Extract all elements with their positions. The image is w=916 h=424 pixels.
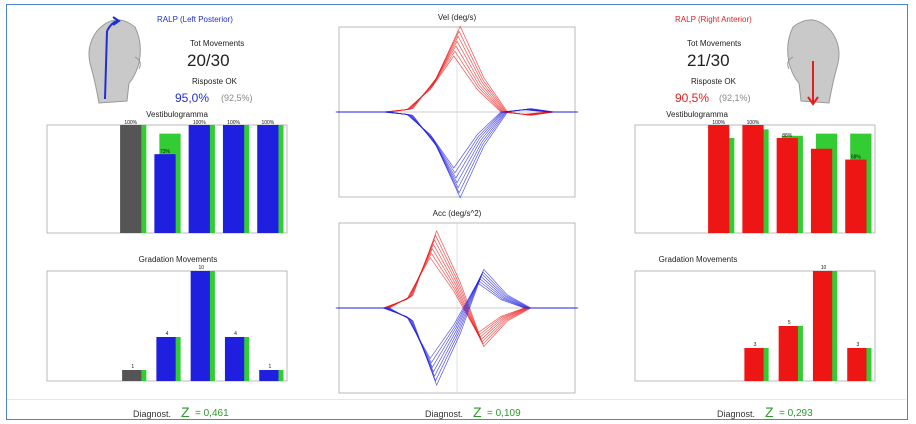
bar-4 [812, 271, 833, 381]
bar-5 [259, 370, 279, 381]
right-z-symbol: Z [765, 404, 774, 420]
left-pct: 95,0% [175, 91, 210, 105]
center-vel-chart [335, 25, 579, 199]
right-z-value: = 0,293 [779, 408, 813, 419]
left-vestibulogramma-chart: 100% 73% 100% 100% 100% [46, 120, 288, 234]
left-tot-value: 20/30 [187, 51, 230, 70]
center-z-value: = 0,109 [487, 408, 521, 419]
left-tot-label: Tot Movements [190, 39, 245, 48]
bar-4 [222, 125, 245, 233]
bar-2 [154, 154, 176, 233]
bar-5 [257, 125, 279, 233]
center-acc-chart [335, 222, 579, 394]
right-grad-title: Gradation Movements [658, 255, 738, 264]
left-grad-title: Gradation Movements [138, 255, 218, 264]
left-pct-paren: (92,5%) [221, 93, 253, 103]
bar-label-2: 73% [160, 149, 171, 155]
bar-label-3: 100% [193, 120, 206, 126]
bar-2 [156, 337, 176, 381]
bar-label-4: 10 [821, 265, 827, 271]
trace-blue-6 [342, 268, 579, 387]
bar-label-5: 3 [856, 342, 859, 348]
right-gradation-chart: 3 5 10 3 [634, 265, 876, 382]
left-vest-title: Vestibulogramma [146, 110, 208, 119]
left-z-symbol: Z [181, 404, 190, 420]
head-left-icon [88, 16, 141, 104]
bar-label-5: 100% [261, 120, 274, 126]
bar-1 [120, 125, 142, 233]
bar-5 [847, 348, 867, 381]
bar-label-2: 100% [747, 120, 760, 126]
bar-label-1: 1 [131, 364, 134, 370]
bar-1 [708, 125, 730, 233]
bar-3 [190, 271, 210, 381]
center-z-symbol: Z [473, 404, 482, 420]
bar-label-4: 100% [227, 120, 240, 126]
bar-2 [742, 125, 764, 233]
bar-label-2: 4 [166, 331, 169, 337]
bar-4 [810, 148, 833, 233]
bar-1 [122, 370, 142, 381]
center-acc-title: Acc (deg/s^2) [432, 209, 482, 218]
bar-label-5: 68% [851, 155, 862, 161]
center-vel-title: Vel (deg/s) [437, 13, 477, 22]
right-tot-value: 21/30 [687, 51, 730, 70]
bar-3 [188, 125, 210, 233]
bar-3 [776, 137, 798, 233]
left-diag-label: Diagnost. [133, 409, 172, 419]
bar-label-4: 4 [234, 331, 237, 337]
bar-label-3: 88% [782, 133, 793, 139]
right-title: RALP (Right Anterior) [675, 15, 752, 24]
right-pct: 90,5% [675, 91, 710, 105]
right-diag-label: Diagnost. [717, 409, 756, 419]
bar-2 [744, 348, 764, 381]
bar-label-2: 3 [754, 342, 757, 348]
bar-label-1: 100% [124, 120, 137, 126]
trace-blue-6 [342, 108, 579, 199]
right-vest-title: Vestibulogramma [666, 110, 728, 119]
bar-label-1: 100% [712, 120, 725, 126]
bar-3 [778, 326, 798, 381]
right-tot-label: Tot Movements [687, 39, 742, 48]
bar-label-3: 5 [788, 320, 791, 326]
left-rep-label: Risposte OK [192, 77, 237, 86]
center-diag-label: Diagnost. [425, 409, 464, 419]
bar-label-5: 1 [268, 364, 271, 370]
right-pct-paren: (92,1%) [719, 93, 751, 103]
head-right-icon [787, 19, 840, 106]
right-vestibulogramma-chart: 100% 100% 88% 68% [634, 120, 876, 234]
bar-label-3: 10 [199, 265, 205, 271]
main-frame: RALP (Left Posterior) Tot Movements 20/3… [6, 4, 908, 420]
bar-5 [845, 159, 867, 233]
right-rep-label: Risposte OK [691, 77, 736, 86]
left-gradation-chart: 1 4 10 4 1 [46, 265, 288, 382]
left-title: RALP (Left Posterior) [157, 15, 233, 24]
bar-4 [224, 337, 245, 381]
footer-divider [7, 399, 906, 400]
left-z-value: = 0,461 [195, 408, 229, 419]
